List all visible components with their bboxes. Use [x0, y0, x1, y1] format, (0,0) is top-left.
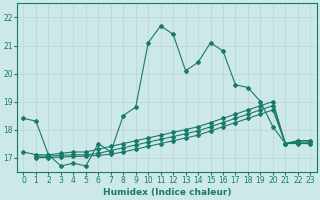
- X-axis label: Humidex (Indice chaleur): Humidex (Indice chaleur): [103, 188, 231, 197]
